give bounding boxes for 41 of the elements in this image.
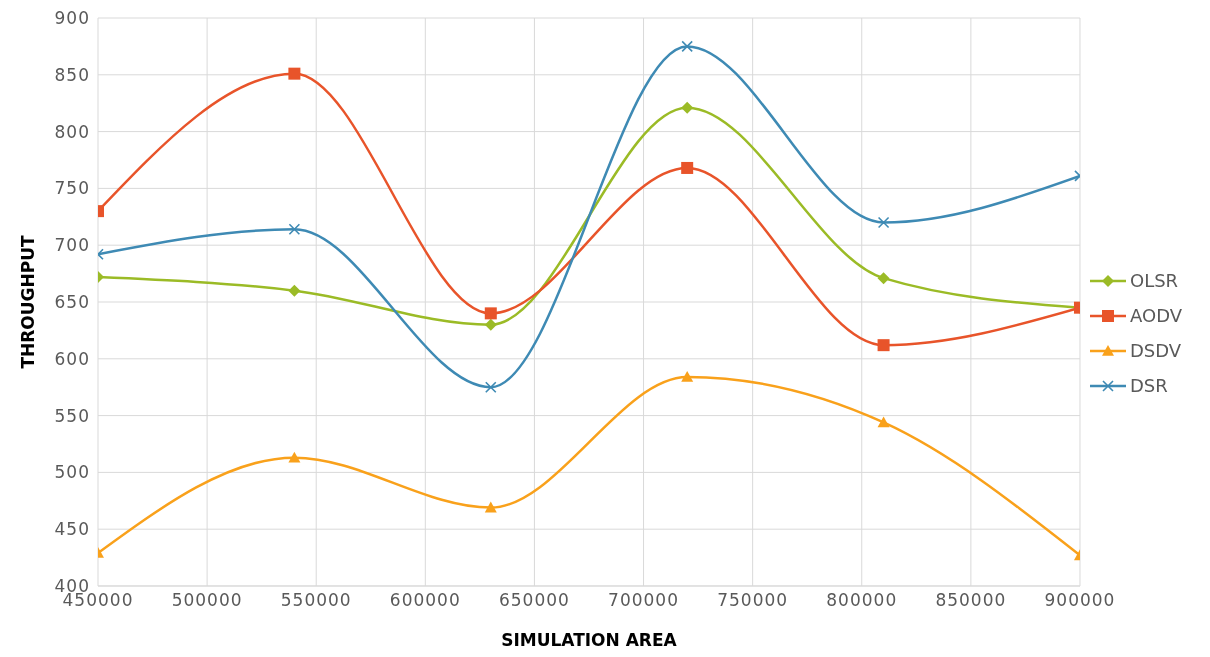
point xyxy=(288,284,301,297)
y-tick-label: 500 xyxy=(54,462,90,483)
x-axis-title: SIMULATION AREA xyxy=(501,630,678,650)
x-tick-label: 850000 xyxy=(935,590,1007,611)
point xyxy=(484,381,497,393)
legend-label: OLSR xyxy=(1129,270,1179,291)
point xyxy=(877,339,890,352)
point xyxy=(877,416,890,428)
x-tick-label: 800000 xyxy=(826,590,898,611)
legend-label: AODV xyxy=(1129,305,1182,326)
point xyxy=(288,451,301,463)
point xyxy=(877,216,890,229)
point xyxy=(877,272,890,285)
point xyxy=(681,161,694,174)
x-tick-label: 750000 xyxy=(717,590,789,611)
point xyxy=(288,223,301,236)
y-tick-label: 750 xyxy=(54,178,90,199)
x-tick-label: 500000 xyxy=(171,590,243,611)
y-tick-label: 600 xyxy=(54,348,90,369)
x-tick-label: 700000 xyxy=(608,590,679,611)
x-tick-label: 900000 xyxy=(1044,590,1116,611)
legend-label: DSR xyxy=(1129,375,1168,396)
y-tick-label: 550 xyxy=(54,405,90,426)
point xyxy=(484,307,497,320)
x-tick-label: 650000 xyxy=(498,590,570,611)
point xyxy=(681,101,694,114)
x-tick-label: 600000 xyxy=(389,590,461,611)
y-tick-label: 450 xyxy=(54,519,90,540)
y-axis-title: THROUGHPUT xyxy=(18,234,39,369)
y-tick-label: 800 xyxy=(54,121,90,142)
y-tick-label: 700 xyxy=(54,235,90,256)
point xyxy=(681,40,693,53)
point xyxy=(288,67,301,80)
point xyxy=(484,318,497,331)
point xyxy=(484,501,497,513)
x-tick-label: 550000 xyxy=(280,590,352,611)
y-tick-label: 900 xyxy=(54,8,90,29)
y-tick-label: 650 xyxy=(54,292,90,313)
legend-label: DSDV xyxy=(1129,340,1182,361)
point xyxy=(681,370,694,382)
y-tick-label: 850 xyxy=(54,64,90,85)
